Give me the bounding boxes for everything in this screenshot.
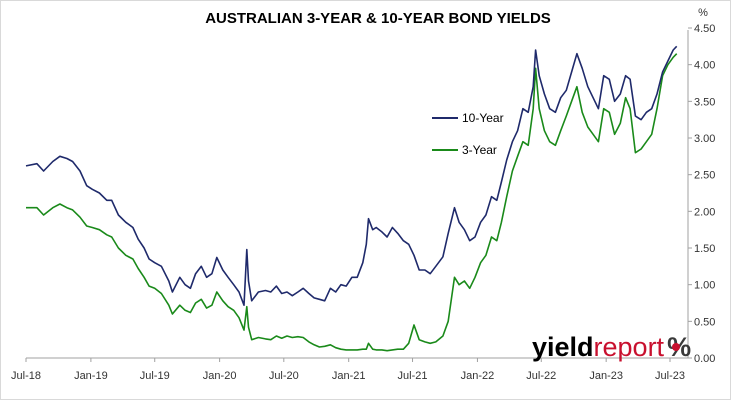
chart-title: AUSTRALIAN 3-YEAR & 10-YEAR BOND YIELDS bbox=[205, 10, 551, 27]
x-tick-label: Jan-22 bbox=[461, 370, 495, 382]
legend-label-3-year: 3-Year bbox=[462, 143, 497, 157]
logo-yield-text: yield bbox=[532, 332, 594, 362]
y-tick-label: 1.00 bbox=[694, 280, 715, 292]
legend-label-10-year: 10-Year bbox=[462, 111, 504, 125]
x-tick-label: Jan-20 bbox=[203, 370, 237, 382]
y-tick-label: 0.50 bbox=[694, 316, 715, 328]
y-tick-label: 3.50 bbox=[694, 96, 715, 108]
x-tick-label: Jan-19 bbox=[74, 370, 108, 382]
y-tick-label: 4.50 bbox=[694, 23, 715, 35]
series-group bbox=[25, 45, 678, 352]
x-tick-label: Jul-19 bbox=[140, 370, 170, 382]
y-tick-group: 0.00 0.50 1.00 1.50 2.00 2.50 3.00 3.50 4.00 4.50 bbox=[688, 23, 715, 365]
x-tick-label: Jul-22 bbox=[526, 370, 556, 382]
y-tick-label: 2.50 bbox=[694, 170, 715, 182]
x-tick-label: Jul-23 bbox=[655, 370, 685, 382]
logo-dot-icon bbox=[672, 343, 680, 351]
y-tick-label: 0.00 bbox=[694, 353, 715, 365]
yieldreport-logo: yieldreport% bbox=[532, 332, 691, 362]
x-tick-label: Jul-20 bbox=[269, 370, 299, 382]
logo-report-text: report bbox=[594, 332, 665, 362]
y-tick-label: 1.50 bbox=[694, 243, 715, 255]
x-tick-label: Jan-23 bbox=[589, 370, 623, 382]
x-tick-label: Jul-21 bbox=[398, 370, 428, 382]
y-tick-label: 2.00 bbox=[694, 206, 715, 218]
series-line-3-year bbox=[26, 53, 678, 352]
legend: 10-Year 3-Year bbox=[432, 111, 504, 157]
x-tick-label: Jan-21 bbox=[332, 370, 366, 382]
y-tick-label: 3.00 bbox=[694, 133, 715, 145]
x-tick-label: Jul-18 bbox=[11, 370, 41, 382]
y-axis-label: % bbox=[698, 7, 708, 19]
series-line-10-year bbox=[25, 45, 678, 306]
x-tick-group: Jul-18 Jan-19 Jul-19 Jan-20 Jul-20 Jan-21 Jul-… bbox=[11, 358, 685, 382]
y-tick-label: 4.00 bbox=[694, 60, 715, 72]
logo-wordmark: yieldreport% bbox=[532, 332, 691, 362]
